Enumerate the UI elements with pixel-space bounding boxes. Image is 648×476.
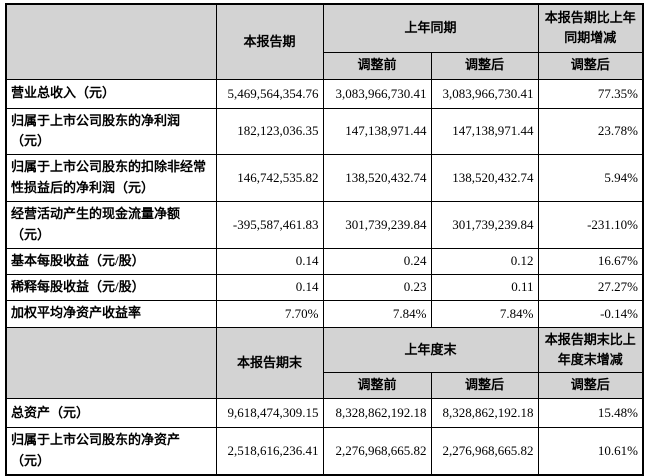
cell-value: 2,276,968,665.82 [430, 426, 539, 476]
table-row: 归属于上市公司股东的净资产（元） 2,518,616,236.41 2,276,… [5, 426, 644, 476]
cell-value: 138,520,432.74 [322, 154, 432, 203]
financial-summary-table: 本报告期 上年同期 本报告期比上年同期增减 调整前 调整后 调整后 营业总收入（… [5, 3, 645, 476]
row-label: 基本每股收益（元/股） [5, 247, 217, 275]
row-label: 稀释每股收益（元/股） [5, 273, 217, 301]
cell-value: 301,739,239.84 [322, 201, 432, 249]
cell-value: 182,123,036.35 [215, 107, 324, 156]
cell-value: -0.14% [537, 299, 644, 328]
row-label: 归属于上市公司股东的净利润（元） [5, 107, 217, 156]
cell-value: 23.78% [537, 107, 644, 156]
cell-value: 8,328,862,192.18 [322, 397, 432, 428]
table-row: 归属于上市公司股东的净利润（元） 182,123,036.35 147,138,… [5, 107, 644, 156]
table-row: 基本每股收益（元/股） 0.14 0.24 0.12 16.67% [5, 247, 644, 275]
cell-value: 147,138,971.44 [430, 107, 539, 156]
cell-value: 5,469,564,354.76 [215, 78, 324, 109]
cell-value: 0.24 [322, 247, 432, 275]
header-cell-pre-adjust: 调整前 [322, 51, 432, 80]
row-label: 归属于上市公司股东的净资产（元） [5, 426, 217, 476]
header-cell-pre-adjust-s2: 调整前 [322, 371, 432, 399]
cell-value: 147,138,971.44 [322, 107, 432, 156]
table-row: 总资产（元） 9,618,474,309.15 8,328,862,192.18… [5, 397, 644, 428]
cell-value: 9,618,474,309.15 [215, 397, 324, 428]
header-cell-current-period-end: 本报告期末 [215, 326, 324, 399]
table-row: 稀释每股收益（元/股） 0.14 0.23 0.11 27.27% [5, 273, 644, 301]
cell-value: 7.84% [430, 299, 539, 328]
header-cell-post-adjust: 调整后 [430, 51, 539, 80]
cell-value: 3,083,966,730.41 [430, 78, 539, 109]
header-cell-prior-period-group: 上年同期 [322, 3, 539, 53]
header-cell-change-group: 本报告期比上年同期增减 [537, 3, 644, 53]
cell-value: 138,520,432.74 [430, 154, 539, 203]
row-label: 加权平均净资产收益率 [5, 299, 217, 328]
table-row: 加权平均净资产收益率 7.70% 7.84% 7.84% -0.14% [5, 299, 644, 328]
cell-value: 3,083,966,730.41 [322, 78, 432, 109]
cell-value: 77.35% [537, 78, 644, 109]
header-cell-change-end-group: 本报告期末比上年度末增减 [537, 326, 644, 373]
row-label: 归属于上市公司股东的扣除非经常性损益后的净利润（元） [5, 154, 217, 203]
cell-value: -231.10% [537, 201, 644, 249]
cell-value: 7.84% [322, 299, 432, 328]
header-cell-change-post-adjust-s2: 调整后 [537, 371, 644, 399]
cell-value: 2,276,968,665.82 [322, 426, 432, 476]
cell-value: 0.14 [215, 273, 324, 301]
table-row: 经营活动产生的现金流量净额（元） -395,587,461.83 301,739… [5, 201, 644, 249]
cell-value: 0.14 [215, 247, 324, 275]
cell-value: 5.94% [537, 154, 644, 203]
cell-value: 16.67% [537, 247, 644, 275]
table-row: 归属于上市公司股东的扣除非经常性损益后的净利润（元） 146,742,535.8… [5, 154, 644, 203]
header-cell-post-adjust-s2: 调整后 [430, 371, 539, 399]
header-cell-blank-s1 [5, 3, 217, 80]
table-row: 营业总收入（元） 5,469,564,354.76 3,083,966,730.… [5, 78, 644, 109]
header-cell-blank-s2 [5, 326, 217, 399]
cell-value: 301,739,239.84 [430, 201, 539, 249]
cell-value: 0.11 [430, 273, 539, 301]
cell-value: 2,518,616,236.41 [215, 426, 324, 476]
header-cell-change-post-adjust: 调整后 [537, 51, 644, 80]
cell-value: 7.70% [215, 299, 324, 328]
cell-value: 27.27% [537, 273, 644, 301]
row-label: 总资产（元） [5, 397, 217, 428]
cell-value: 15.48% [537, 397, 644, 428]
cell-value: 8,328,862,192.18 [430, 397, 539, 428]
row-label: 经营活动产生的现金流量净额（元） [5, 201, 217, 249]
cell-value: 10.61% [537, 426, 644, 476]
cell-value: -395,587,461.83 [215, 201, 324, 249]
row-label: 营业总收入（元） [5, 78, 217, 109]
cell-value: 146,742,535.82 [215, 154, 324, 203]
cell-value: 0.12 [430, 247, 539, 275]
header-cell-current-period: 本报告期 [215, 3, 324, 80]
header-cell-prior-year-end-group: 上年度末 [322, 326, 539, 373]
cell-value: 0.23 [322, 273, 432, 301]
